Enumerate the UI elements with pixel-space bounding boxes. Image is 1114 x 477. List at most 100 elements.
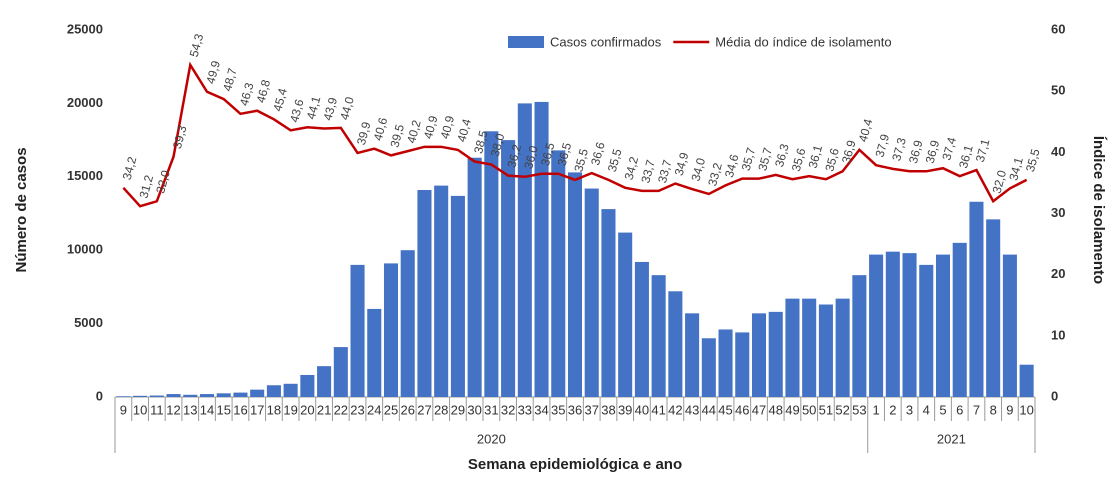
data-label: 36,6 (588, 140, 608, 166)
bar (216, 393, 231, 397)
x-tick-label: 26 (400, 402, 414, 417)
y-tick-label: 5000 (74, 315, 103, 330)
x-tick-label: 24 (367, 402, 381, 417)
bar (735, 332, 750, 397)
x-tick-label: 43 (685, 402, 699, 417)
data-label: 40,4 (454, 117, 474, 143)
data-label: 34,1 (1006, 156, 1026, 182)
x-tick-label: 17 (250, 402, 264, 417)
data-label: 40,9 (421, 114, 441, 140)
x-tick-label: 31 (484, 402, 498, 417)
x-tick-label: 36 (568, 402, 582, 417)
bar (166, 394, 181, 397)
bar (701, 338, 716, 397)
x-tick-label: 14 (200, 402, 214, 417)
x-tick-label: 39 (618, 402, 632, 417)
data-label: 33,7 (655, 158, 675, 184)
x-tick-label: 40 (635, 402, 649, 417)
data-label: 44,0 (337, 95, 357, 121)
x-tick-label: 11 (150, 402, 164, 417)
data-label: 35,7 (739, 146, 759, 172)
legend-label: Média do índice de isolamento (715, 34, 891, 49)
bar (969, 201, 984, 397)
x-tick-label: 4 (923, 402, 930, 417)
line (122, 61, 1028, 208)
bar (751, 313, 767, 397)
data-label: 39,9 (354, 120, 374, 146)
bar (668, 291, 683, 397)
bar (634, 261, 649, 397)
bar (450, 195, 465, 397)
x-tick-label: 20 (300, 402, 314, 417)
bar (183, 394, 198, 397)
x-tick-label: 21 (317, 402, 331, 417)
y2-tick-label: 10 (1051, 327, 1065, 342)
bar (685, 313, 700, 397)
bar (383, 263, 399, 397)
x-tick-label: 2 (889, 402, 896, 417)
x-tick-label: 16 (233, 402, 247, 417)
bar (367, 308, 382, 397)
x-tick-label: 42 (668, 402, 682, 417)
bar (869, 254, 884, 397)
bar (317, 366, 332, 397)
y-tick-label: 20000 (67, 95, 103, 110)
y2-tick-label: 20 (1051, 266, 1065, 281)
x-tick-label: 25 (384, 402, 398, 417)
x-axis-title: Semana epidemiológica e ano (468, 456, 682, 473)
bar (835, 298, 850, 397)
x-tick-label: 50 (802, 402, 816, 417)
bar (350, 264, 365, 397)
data-label: 33,7 (638, 158, 658, 184)
bar (333, 347, 348, 397)
x-tick-label: 30 (467, 402, 481, 417)
bar (935, 254, 951, 397)
data-label: 46,3 (237, 81, 257, 107)
x-tick-label: 41 (651, 402, 665, 417)
bar (651, 275, 666, 397)
x-tick-label: 18 (267, 402, 281, 417)
y2-axis-title: Índice de isolamento (1090, 136, 1107, 284)
x-tick-label: 35 (551, 402, 565, 417)
data-label: 40,2 (404, 118, 424, 144)
bar (233, 392, 248, 397)
y2-tick-label: 0 (1051, 388, 1058, 403)
data-label: 38,0 (488, 132, 508, 158)
data-label: 36,5 (555, 141, 575, 167)
data-label: 39,3 (170, 124, 190, 150)
data-label: 40,6 (371, 116, 391, 142)
data-label: 46,8 (254, 78, 274, 104)
data-label: 33,2 (705, 161, 725, 187)
data-label: 35,6 (822, 146, 842, 172)
x-tick-label: 29 (451, 402, 465, 417)
y-tick-label: 15000 (67, 168, 103, 183)
x-tick-label: 1 (872, 402, 879, 417)
bar (149, 395, 164, 397)
data-label: 36,1 (806, 143, 826, 169)
data-label: 31,2 (137, 173, 157, 199)
y2-tick-label: 30 (1051, 205, 1065, 220)
bar (802, 298, 817, 397)
data-label: 35,5 (1023, 147, 1043, 173)
x-tick-label: 44 (702, 402, 716, 417)
data-label: 36,9 (906, 138, 926, 164)
data-label: 49,9 (203, 59, 223, 85)
bar (919, 264, 934, 397)
data-label: 32,0 (153, 168, 173, 194)
x-tick-label: 45 (718, 402, 732, 417)
x-tick-label: 32 (501, 402, 515, 417)
data-label: 43,9 (321, 96, 341, 122)
y-tick-label: 0 (96, 388, 103, 403)
bar (952, 242, 967, 397)
bar (133, 395, 148, 397)
data-label: 38,5 (471, 129, 491, 155)
data-label: 36,1 (956, 143, 976, 169)
x-tick-label: 13 (183, 402, 197, 417)
data-label: 40,9 (438, 114, 458, 140)
bar (116, 396, 131, 397)
y2-tick-label: 40 (1051, 144, 1065, 159)
bar (718, 329, 733, 397)
data-label: 34,2 (622, 155, 642, 181)
data-label: 36,0 (521, 144, 541, 170)
